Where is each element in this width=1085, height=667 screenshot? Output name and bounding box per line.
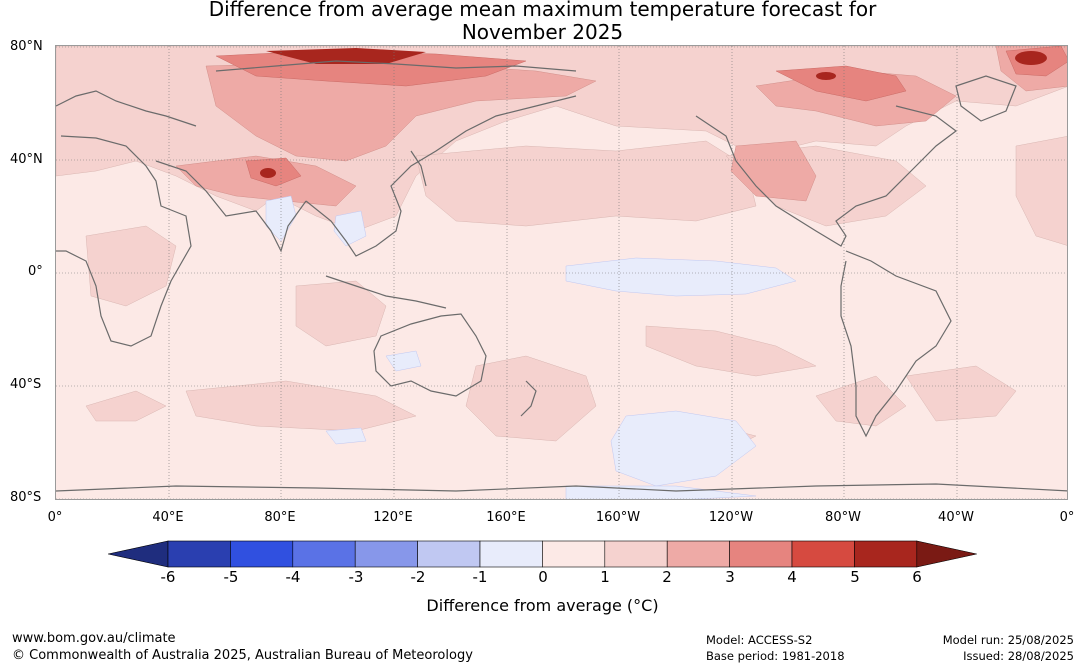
colorbar-tick-label: -2 (410, 568, 426, 586)
model-run-date: Model run: 25/08/2025 (942, 633, 1074, 647)
map-title-line-2: November 2025 (461, 20, 624, 44)
colorbar-tick-label: 1 (600, 568, 610, 586)
website-link[interactable]: www.bom.gov.au/climate (12, 631, 176, 646)
lon-label-160w: 160°W (595, 510, 641, 525)
lon-label-40e: 40°E (152, 510, 184, 525)
colorbar-tick-label: -1 (472, 568, 488, 586)
colorbar-tick-label: 2 (662, 568, 672, 586)
lon-label-80w: 80°W (825, 510, 861, 525)
anomaly-negative-regions (265, 195, 797, 499)
lon-label-40w: 40°W (938, 510, 974, 525)
lon-label-120w: 120°W (708, 510, 754, 525)
colorbar-segment (230, 540, 294, 568)
colorbar-tick-label: -4 (285, 568, 301, 586)
lat-label-0: 0° (28, 264, 43, 279)
model-name: Model: ACCESS-S2 (706, 633, 813, 647)
colorbar-segment (167, 540, 231, 568)
colorbar (108, 540, 977, 568)
lon-label-80e: 80°E (264, 510, 296, 525)
issued-date: Issued: 28/08/2025 (963, 649, 1074, 663)
map-canvas (56, 46, 1067, 499)
colorbar-segment (479, 540, 543, 568)
colorbar-segment (604, 540, 668, 568)
coastlines (56, 60, 1067, 492)
lon-label-0: 0° (47, 510, 63, 525)
lat-label-80n: 80°N (10, 39, 43, 54)
anomaly-4-plus-regions (260, 48, 1047, 178)
colorbar-segment (854, 540, 918, 568)
anomaly-2-3-regions (175, 46, 1067, 207)
colorbar-segment (292, 540, 356, 568)
base-period: Base period: 1981-2018 (706, 649, 845, 663)
colorbar-segment (354, 540, 418, 568)
colorbar-tick-label: -5 (223, 568, 239, 586)
lon-label-0-end: 0° (1059, 510, 1075, 525)
colorbar-segment (666, 540, 730, 568)
lon-label-160e: 160°E (486, 510, 526, 525)
colorbar-tick-label: -3 (348, 568, 364, 586)
colorbar-segment (791, 540, 855, 568)
colorbar-extend-high (916, 540, 977, 568)
copyright-text: © Commonwealth of Australia 2025, Austra… (12, 648, 473, 663)
colorbar-extend-low (108, 540, 169, 568)
colorbar-tick-label: 0 (538, 568, 548, 586)
graticule (56, 46, 1067, 499)
colorbar-tick-label: 3 (725, 568, 735, 586)
forecast-map (55, 45, 1068, 500)
lat-label-40n: 40°N (10, 152, 43, 167)
lat-label-80s: 80°S (10, 490, 42, 505)
colorbar-tick-label: -6 (160, 568, 176, 586)
colorbar-segment (417, 540, 481, 568)
colorbar-tick-label: 6 (912, 568, 922, 586)
map-title-line-1: Difference from average mean maximum tem… (208, 0, 877, 21)
colorbar-segment (542, 540, 606, 568)
colorbar-label: Difference from average (°C) (426, 596, 659, 615)
lat-label-40s: 40°S (10, 377, 42, 392)
colorbar-tick-label: 5 (850, 568, 860, 586)
lon-label-120e: 120°E (373, 510, 413, 525)
colorbar-tick-label: 4 (787, 568, 797, 586)
colorbar-segment (729, 540, 793, 568)
